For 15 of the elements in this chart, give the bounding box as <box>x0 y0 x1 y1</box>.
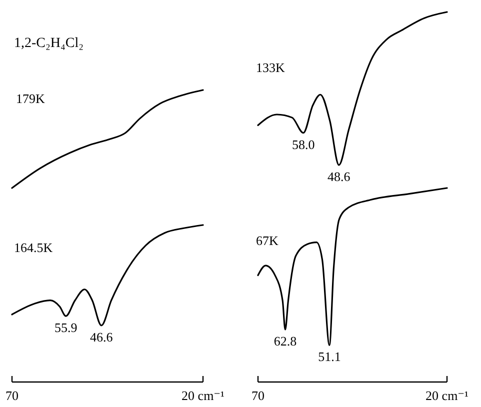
annotation: 58.0 <box>292 136 315 152</box>
annotation: 46.6 <box>90 329 114 344</box>
annotation: 48.6 <box>328 169 351 184</box>
annotation: 67K <box>256 233 279 248</box>
annotation: 179K <box>16 91 46 106</box>
x-tick-label: 70 <box>6 388 18 403</box>
annotation: 133K <box>256 60 286 75</box>
annotation: 51.1 <box>318 349 341 364</box>
annotation: 55.9 <box>54 320 78 336</box>
x-tick-label: 20 cm⁻¹ <box>182 388 225 403</box>
x-tick-label: 20 cm⁻¹ <box>426 388 469 403</box>
annotation: 164.5K <box>14 240 54 255</box>
chart-title: 1,2-C₂H₄Cl₂ <box>14 36 84 51</box>
x-tick-label: 70 <box>252 388 264 403</box>
annotation: 62.8 <box>274 334 297 349</box>
